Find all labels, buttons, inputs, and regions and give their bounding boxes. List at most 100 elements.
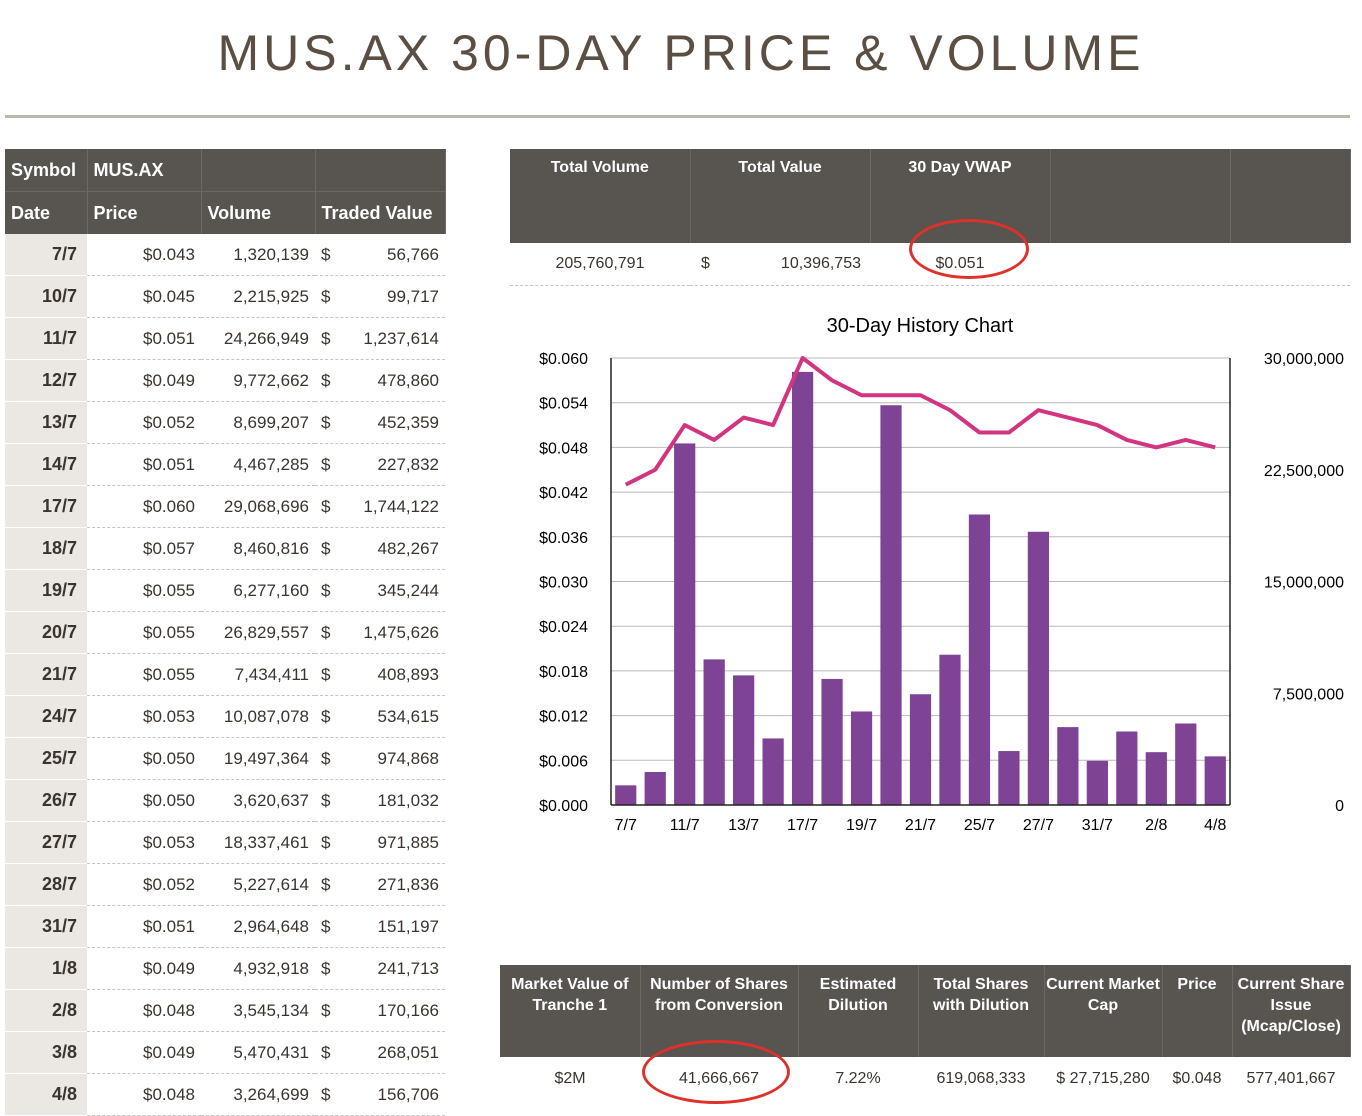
estimated-dilution-cell: 7.22%	[835, 1070, 881, 1087]
row-traded-value: $156,706	[315, 1073, 445, 1116]
table-row: 12/7 $0.049 9,772,662 $478,860	[5, 359, 445, 402]
header-market-cap: Current Market Cap	[1044, 965, 1163, 1057]
row-traded-value: $408,893	[315, 653, 445, 696]
volume-bar	[762, 738, 784, 805]
row-traded-value: $151,197	[315, 905, 445, 948]
table-row: 2/8 $0.048 3,545,134 $170,166	[5, 989, 445, 1032]
table-row: 1/8 $0.049 4,932,918 $241,713	[5, 947, 445, 990]
share-issue-cell: 577,401,667	[1246, 1070, 1336, 1087]
row-date: 13/7	[5, 401, 87, 444]
right-tick-label: 7,500,000	[1273, 686, 1344, 703]
row-traded-amount: 974,868	[377, 748, 439, 768]
row-traded-value: $271,836	[315, 863, 445, 906]
row-price: $0.055	[87, 611, 201, 654]
row-volume: 2,215,925	[201, 275, 315, 318]
header-blank-2	[1230, 149, 1351, 243]
row-price: $0.049	[87, 947, 201, 990]
row-traded-amount: 99,717	[387, 286, 439, 306]
x-tick-label: 2/8	[1145, 817, 1167, 834]
row-currency: $	[321, 412, 331, 432]
volume-bar	[909, 694, 932, 805]
row-traded-value: $971,885	[315, 821, 445, 864]
row-traded-value: $56,766	[315, 234, 445, 276]
chart-title: 30-Day History Chart	[827, 315, 1014, 337]
x-tick-label: 11/7	[670, 817, 700, 834]
volume-bar	[821, 678, 843, 805]
row-traded-amount: 151,197	[377, 916, 439, 936]
row-price: $0.052	[87, 401, 201, 444]
row-currency: $	[321, 370, 331, 390]
table-row: 26/7 $0.050 3,620,637 $181,032	[5, 779, 445, 822]
row-price: $0.055	[87, 653, 201, 696]
row-traded-value: $181,032	[315, 779, 445, 822]
row-currency: $	[321, 832, 331, 852]
row-volume: 29,068,696	[201, 485, 315, 528]
x-tick-label: 19/7	[846, 817, 877, 834]
table-row: 7/7 $0.043 1,320,139 $56,766	[5, 234, 445, 276]
header-total-value: Total Value	[690, 149, 871, 243]
row-traded-value: $534,615	[315, 695, 445, 738]
left-tick-label: $0.000	[539, 798, 588, 815]
row-date: 18/7	[5, 527, 87, 570]
row-date: 31/7	[5, 905, 87, 948]
row-currency: $	[321, 580, 331, 600]
row-traded-amount: 534,615	[377, 706, 439, 726]
volume-bar	[880, 405, 902, 805]
volume-bar	[703, 659, 725, 805]
row-date: 11/7	[5, 317, 87, 360]
table-row: 11/7 $0.051 24,266,949 $1,237,614	[5, 317, 445, 360]
row-traded-value: $227,832	[315, 443, 445, 486]
row-date: 10/7	[5, 275, 87, 318]
volume-bar	[1175, 723, 1197, 805]
dilution-table: Market Value of Tranche 1 Number of Shar…	[500, 965, 1351, 1101]
row-currency: $	[321, 286, 331, 306]
row-currency: $	[321, 790, 331, 810]
total-value-currency: $	[701, 255, 710, 272]
volume-bar	[674, 443, 696, 805]
row-traded-value: $478,860	[315, 359, 445, 402]
left-tick-label: $0.012	[539, 709, 588, 726]
row-volume: 4,467,285	[201, 443, 315, 486]
left-tick-label: $0.030	[539, 575, 588, 592]
total-shares-cell: 619,068,333	[936, 1070, 1026, 1087]
header-row-symbol: Symbol MUS.AX	[5, 149, 446, 192]
row-traded-amount: 408,893	[377, 664, 439, 684]
row-currency: $	[321, 706, 331, 726]
total-volume-value: 205,760,791	[510, 243, 690, 286]
x-tick-label: 21/7	[905, 817, 936, 834]
row-price: $0.050	[87, 737, 201, 780]
row-currency: $	[321, 1084, 331, 1104]
dilution-value-row: $2M 41,666,667 7.22% 619,068,333 $ 27,71…	[500, 1057, 1350, 1101]
row-price: $0.053	[87, 821, 201, 864]
x-tick-label: 4/8	[1204, 817, 1226, 834]
row-traded-amount: 227,832	[377, 454, 439, 474]
row-date: 20/7	[5, 611, 87, 654]
row-traded-value: $1,744,122	[315, 485, 445, 528]
row-traded-value: $1,237,614	[315, 317, 445, 360]
table-row: 20/7 $0.055 26,829,557 $1,475,626	[5, 611, 445, 654]
row-traded-amount: 1,237,614	[363, 328, 439, 348]
volume-bar	[615, 785, 637, 805]
volume-bar	[1204, 756, 1226, 805]
price-volume-table: Symbol MUS.AX Date Price Volume Traded V…	[5, 149, 446, 1116]
row-volume: 5,470,431	[201, 1031, 315, 1074]
shares-conversion-cell: 41,666,667	[678, 1070, 760, 1087]
row-price: $0.051	[87, 443, 201, 486]
header-estimated-dilution: Estimated Dilution	[798, 965, 919, 1057]
volume-bar	[733, 675, 755, 805]
row-date: 19/7	[5, 569, 87, 612]
volume-bar	[1027, 531, 1050, 805]
row-date: 17/7	[5, 485, 87, 528]
row-currency: $	[321, 1000, 331, 1020]
row-traded-amount: 271,836	[377, 874, 439, 894]
row-price: $0.048	[87, 1073, 201, 1116]
market-value-cell: $2M	[554, 1070, 586, 1087]
row-date: 24/7	[5, 695, 87, 738]
row-currency: $	[321, 1042, 331, 1062]
left-tick-label: $0.024	[539, 619, 588, 636]
row-volume: 26,829,557	[201, 611, 315, 654]
price-line	[624, 356, 1216, 487]
row-price: $0.052	[87, 863, 201, 906]
left-tick-label: $0.054	[539, 396, 588, 413]
table-row: 4/8 $0.048 3,264,699 $156,706	[5, 1073, 445, 1116]
